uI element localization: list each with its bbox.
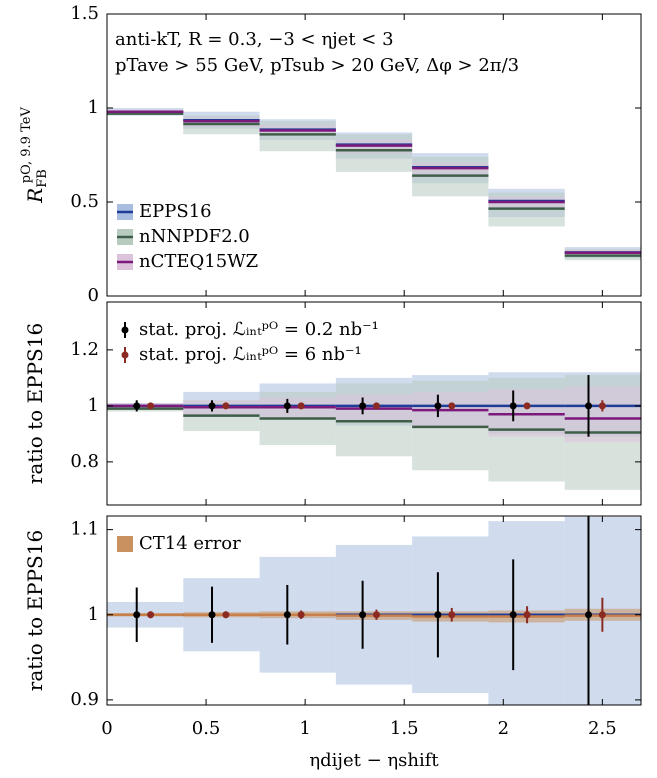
data-point	[598, 402, 606, 410]
legend-swatch	[117, 536, 133, 552]
legend-marker	[121, 326, 129, 334]
legend-label: CT14 error	[139, 533, 241, 554]
y-tick-label: 1	[88, 395, 99, 416]
y-label-sub: FB	[35, 169, 50, 188]
data-point	[222, 611, 230, 619]
data-point	[297, 611, 305, 619]
x-tick-label: 2	[498, 718, 509, 739]
x-tick-label: 0	[101, 718, 112, 739]
y-label-sup: pO, 9.9 TeV	[19, 107, 34, 184]
y-label-main: ratio to EPPS16	[23, 323, 47, 484]
plot-area	[107, 108, 641, 261]
y-tick-label: 0	[88, 285, 99, 306]
x-tick-label: 1.5	[390, 718, 419, 739]
data-point	[523, 611, 531, 619]
data-point	[133, 402, 141, 410]
data-point	[372, 402, 380, 410]
plot-area	[107, 372, 641, 490]
x-tick-label: 1	[299, 718, 310, 739]
annotation: anti-kT, R = 0.3, −3 < ηjet < 3	[115, 29, 394, 50]
y-tick-label: 1.1	[70, 519, 99, 540]
frame	[106, 301, 642, 506]
data-point	[523, 402, 531, 410]
legend-label: EPPS16	[139, 201, 212, 222]
annotation: pTave > 55 GeV, pTsub > 20 GeV, Δφ > 2π/…	[115, 55, 519, 76]
legend-label: stat. proj. ℒᵢₙₜᵖᴼ = 0.2 nb⁻¹	[139, 319, 379, 340]
data-point	[133, 611, 141, 619]
y-label-main: ratio to EPPS16	[23, 530, 47, 691]
y-tick-label: 1.2	[70, 339, 99, 360]
data-point	[448, 611, 456, 619]
error-band	[259, 397, 336, 420]
data-point	[584, 611, 592, 619]
frame	[106, 13, 642, 297]
y-axis-label: ratio to EPPS16	[23, 323, 47, 484]
error-band	[564, 386, 641, 443]
legend-label: stat. proj. ℒᵢₙₜᵖᴼ = 6 nb⁻¹	[139, 344, 362, 365]
data-point	[222, 402, 230, 410]
plot-area	[107, 516, 641, 705]
data-point	[208, 402, 216, 410]
y-tick-label: 0.5	[70, 191, 99, 212]
data-point	[283, 402, 291, 410]
legend-label: nCTEQ15WZ	[139, 251, 258, 272]
legend-marker	[121, 351, 129, 359]
data-point	[509, 611, 517, 619]
data-point	[598, 611, 606, 619]
y-axis-label: ratio to EPPS16	[23, 530, 47, 691]
y-tick-label: 1	[88, 97, 99, 118]
x-axis-label: ηdijet − ηshift	[309, 750, 439, 771]
data-point	[584, 402, 592, 410]
data-point	[509, 402, 517, 410]
data-point	[297, 402, 305, 410]
y-tick-label: 0.9	[70, 689, 99, 710]
data-point	[448, 402, 456, 410]
y-axis-label: RFBpO, 9.9 TeV	[19, 107, 50, 204]
x-tick-label: 0.5	[192, 718, 221, 739]
x-tick-label: 2.5	[588, 718, 617, 739]
y-tick-label: 1.5	[70, 3, 99, 24]
data-point	[434, 402, 442, 410]
data-point	[359, 402, 367, 410]
y-tick-label: 1	[88, 604, 99, 625]
frame	[106, 515, 642, 706]
data-point	[434, 611, 442, 619]
data-point	[208, 611, 216, 619]
y-tick-label: 0.8	[70, 451, 99, 472]
legend-label: nNNPDF2.0	[139, 226, 250, 247]
data-point	[147, 611, 155, 619]
data-point	[283, 611, 291, 619]
y-label-main: R	[23, 188, 47, 204]
data-point	[372, 611, 380, 619]
data-point	[147, 402, 155, 410]
data-point	[359, 611, 367, 619]
